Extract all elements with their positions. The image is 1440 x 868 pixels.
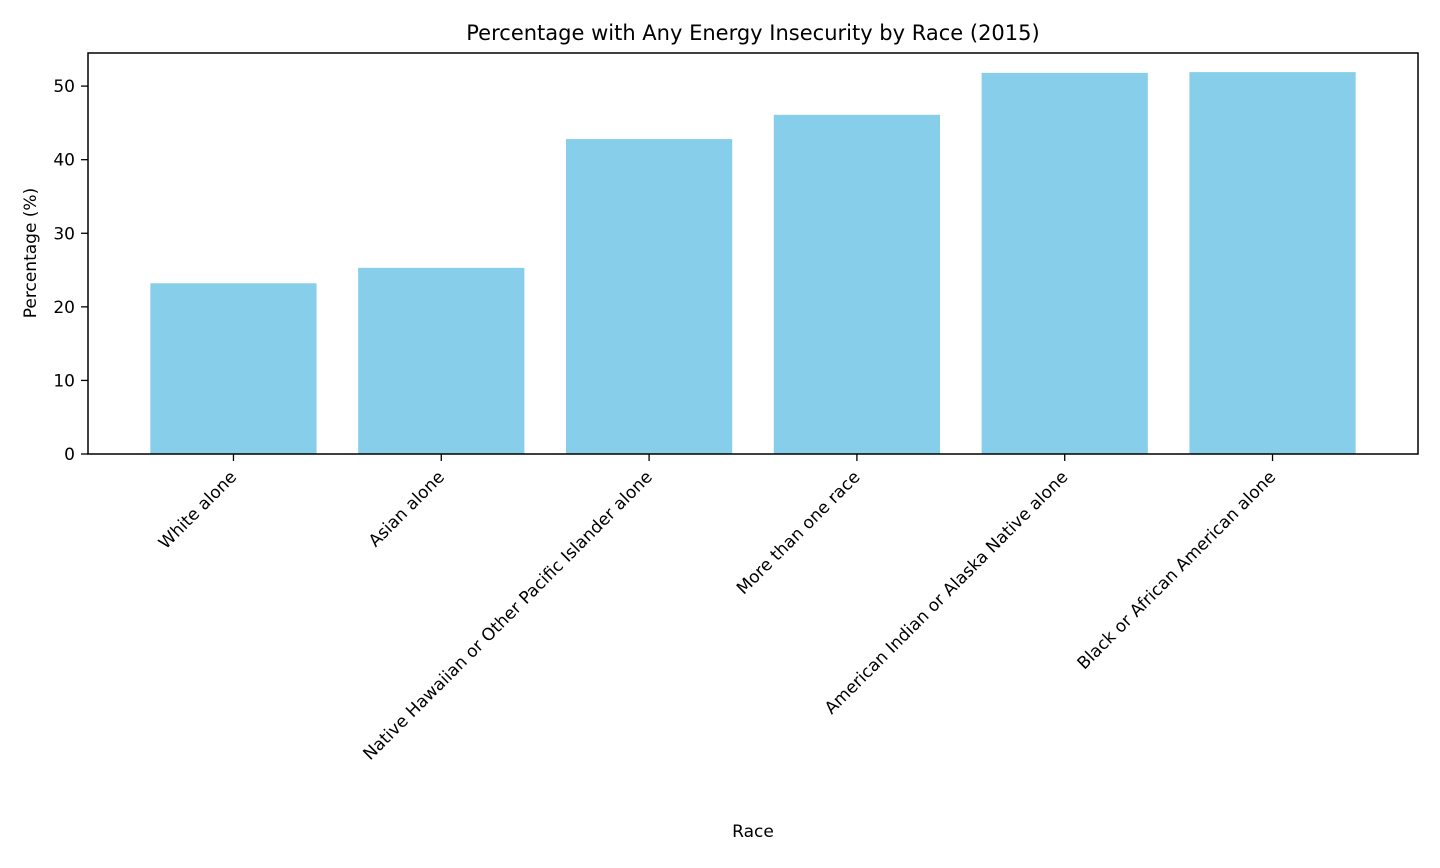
chart-title: Percentage with Any Energy Insecurity by… bbox=[466, 21, 1039, 45]
bar-1 bbox=[358, 267, 525, 454]
y-tick-label-4: 40 bbox=[53, 151, 75, 171]
x-axis-label: Race bbox=[732, 822, 774, 842]
y-tick-label-2: 20 bbox=[53, 298, 75, 318]
y-tick-label-0: 0 bbox=[64, 445, 75, 465]
y-tick-label-1: 10 bbox=[53, 371, 75, 391]
bar-4 bbox=[981, 72, 1148, 454]
bar-5 bbox=[1189, 72, 1356, 454]
bar-2 bbox=[565, 139, 733, 454]
bars-layer bbox=[150, 72, 1356, 454]
y-tick-label-3: 30 bbox=[53, 224, 75, 244]
bar-3 bbox=[773, 114, 941, 454]
y-tick-label-5: 50 bbox=[53, 77, 75, 97]
y-axis: 0 10 20 30 40 50 bbox=[53, 77, 88, 465]
bar-0 bbox=[150, 283, 317, 454]
plot-frame bbox=[87, 52, 1419, 455]
y-axis-label: Percentage (%) bbox=[21, 188, 41, 318]
